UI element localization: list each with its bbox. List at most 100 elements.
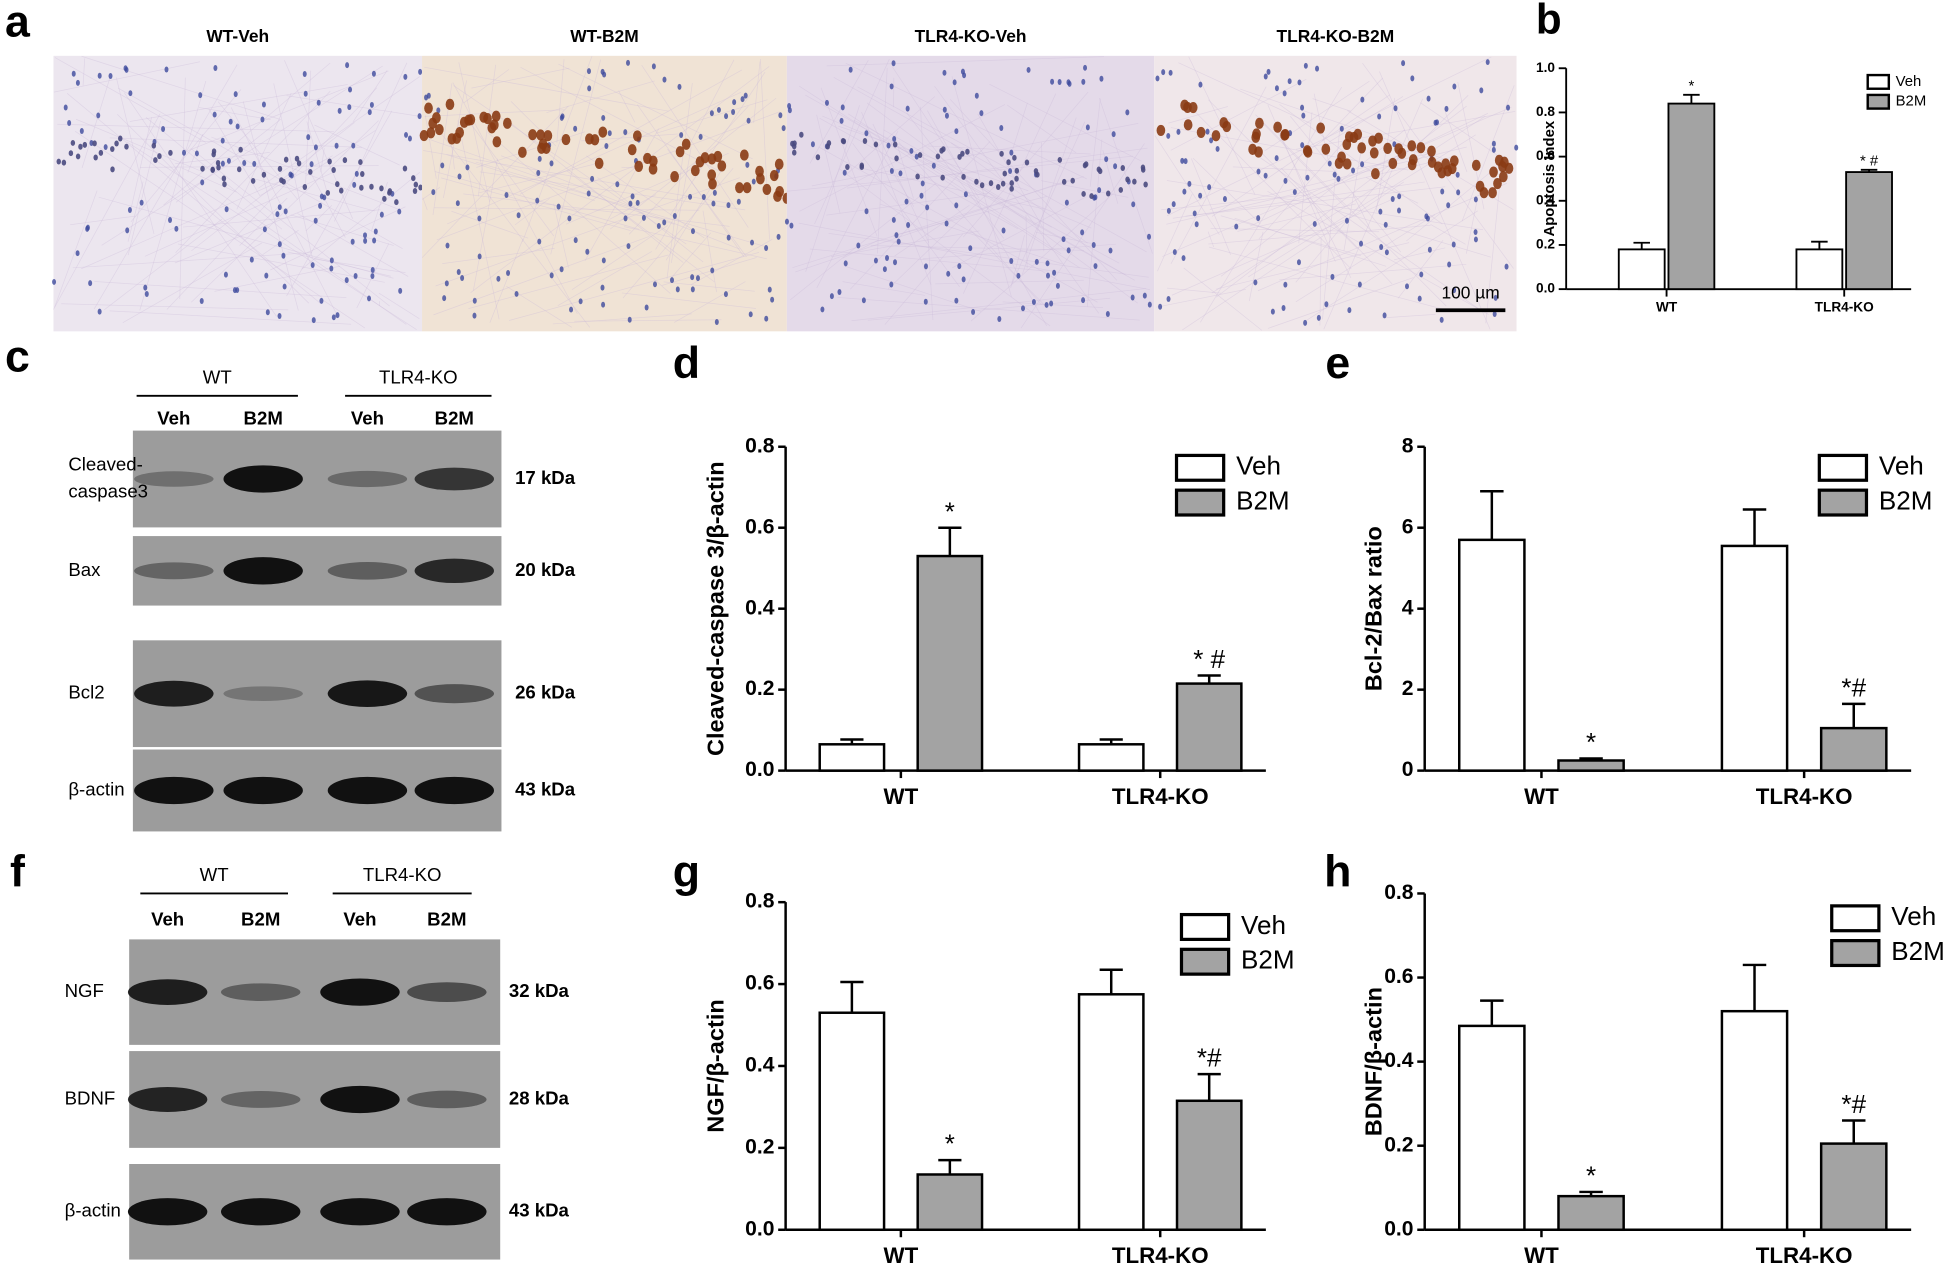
nucleus	[873, 257, 878, 264]
fiber	[1215, 242, 1410, 290]
fiber	[550, 59, 602, 255]
fiber	[429, 117, 591, 328]
layer-cell	[648, 163, 658, 175]
error-bar	[1683, 93, 1700, 104]
fiber	[879, 203, 1063, 265]
nucleus	[764, 315, 769, 322]
layer-cell	[1120, 165, 1126, 172]
layer-cell	[1251, 131, 1261, 143]
fiber	[166, 87, 378, 310]
fiber	[66, 93, 321, 304]
fiber	[952, 196, 1087, 269]
nucleus	[1097, 187, 1102, 194]
nucleus	[776, 233, 781, 240]
fiber	[667, 148, 747, 258]
fiber	[1279, 263, 1467, 281]
fiber	[669, 71, 766, 216]
fiber	[826, 56, 1105, 67]
fiber	[1211, 115, 1486, 294]
fiber	[584, 128, 660, 262]
fiber	[297, 213, 409, 277]
nucleus	[726, 234, 731, 241]
nucleus	[963, 191, 968, 198]
nucleus	[1446, 202, 1451, 209]
nucleus	[1425, 215, 1430, 222]
nucleus	[1301, 112, 1306, 119]
fiber	[123, 92, 277, 317]
scale-label: 100 µm	[1441, 283, 1499, 303]
y-tick-label: 6	[1402, 515, 1414, 538]
layer-cell	[428, 117, 438, 129]
nucleus	[1209, 137, 1214, 144]
nucleus	[1046, 272, 1050, 279]
nucleus	[1009, 257, 1014, 264]
nucleus	[961, 276, 966, 283]
nucleus	[743, 92, 748, 99]
fiber	[1010, 235, 1025, 288]
layer-cell	[632, 130, 642, 142]
bar	[818, 743, 886, 772]
nucleus	[1383, 221, 1388, 228]
blot-band	[223, 557, 303, 585]
nucleus	[604, 143, 609, 149]
nucleus	[919, 192, 924, 199]
fiber	[690, 239, 773, 286]
fiber	[842, 281, 926, 296]
blot-band	[134, 776, 214, 805]
fiber	[442, 248, 555, 264]
nucleus	[1168, 69, 1173, 76]
blot-band	[327, 776, 408, 805]
nucleus	[404, 131, 409, 138]
group-label: TLR4-KO	[363, 864, 442, 885]
nucleus	[600, 284, 605, 291]
nucleus	[1330, 273, 1335, 280]
fiber	[819, 117, 1019, 230]
nucleus	[418, 68, 423, 75]
fiber	[816, 130, 899, 289]
nucleus	[923, 263, 928, 270]
nucleus	[641, 214, 646, 221]
nucleus	[590, 175, 595, 182]
nucleus	[944, 112, 949, 119]
row-label: β-actin	[68, 778, 124, 799]
nucleus	[1491, 146, 1496, 153]
nucleus	[1057, 79, 1062, 86]
fiber	[883, 129, 1052, 228]
legend-label: B2M	[1879, 485, 1933, 515]
fiber	[440, 177, 631, 231]
layer-cell	[492, 136, 502, 148]
fiber	[656, 99, 768, 134]
fiber	[479, 171, 746, 211]
nucleus	[997, 315, 1002, 322]
mw-label: 43 kDa	[515, 778, 576, 799]
nucleus	[288, 171, 293, 178]
layer-cell	[56, 158, 61, 165]
significance-marker: *	[1688, 79, 1694, 95]
layer-cell	[1057, 156, 1063, 163]
nucleus	[472, 297, 477, 304]
fiber	[371, 181, 388, 231]
layer-cell	[210, 166, 215, 173]
fiber	[1210, 228, 1380, 233]
fiber	[1232, 166, 1334, 172]
fiber	[1465, 198, 1478, 254]
error-bar	[1480, 490, 1504, 540]
fiber	[566, 170, 715, 283]
nucleus	[723, 291, 728, 298]
nucleus	[1384, 249, 1389, 256]
legend-label: Veh	[1891, 901, 1936, 931]
nucleus	[1473, 236, 1478, 243]
fiber	[1381, 314, 1436, 319]
bar	[916, 1173, 984, 1232]
x-tick-label: TLR4-KO	[1112, 784, 1209, 809]
y-tick-label: 0.6	[745, 972, 774, 995]
error-bar	[1099, 968, 1123, 995]
nucleus	[1270, 308, 1275, 315]
error-bar	[840, 980, 864, 1013]
nucleus	[586, 190, 591, 197]
fiber	[190, 147, 390, 307]
nucleus	[1085, 124, 1090, 131]
layer-cell	[536, 129, 545, 141]
fiber	[962, 93, 1057, 294]
layer-cell	[1479, 187, 1489, 199]
